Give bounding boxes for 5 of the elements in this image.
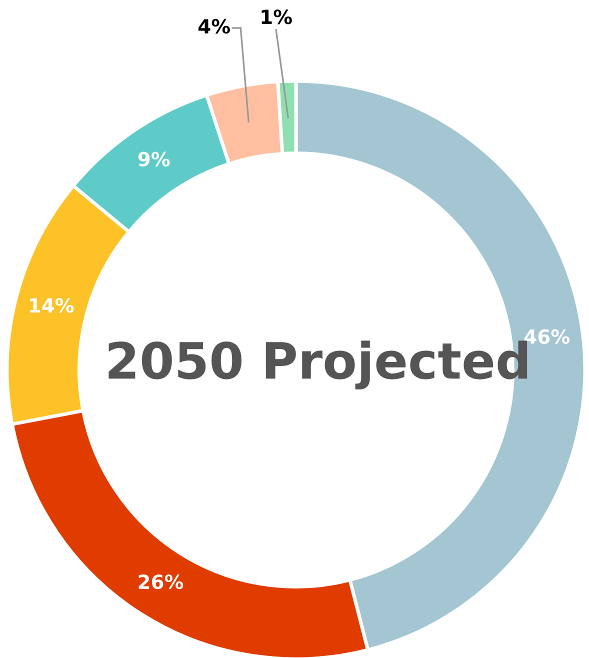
data-label: 4% (198, 18, 230, 34)
data-label: 26% (138, 574, 184, 590)
data-label: 9% (138, 152, 170, 166)
data-label: 14% (30, 298, 74, 313)
data-label: 1% (262, 10, 292, 24)
